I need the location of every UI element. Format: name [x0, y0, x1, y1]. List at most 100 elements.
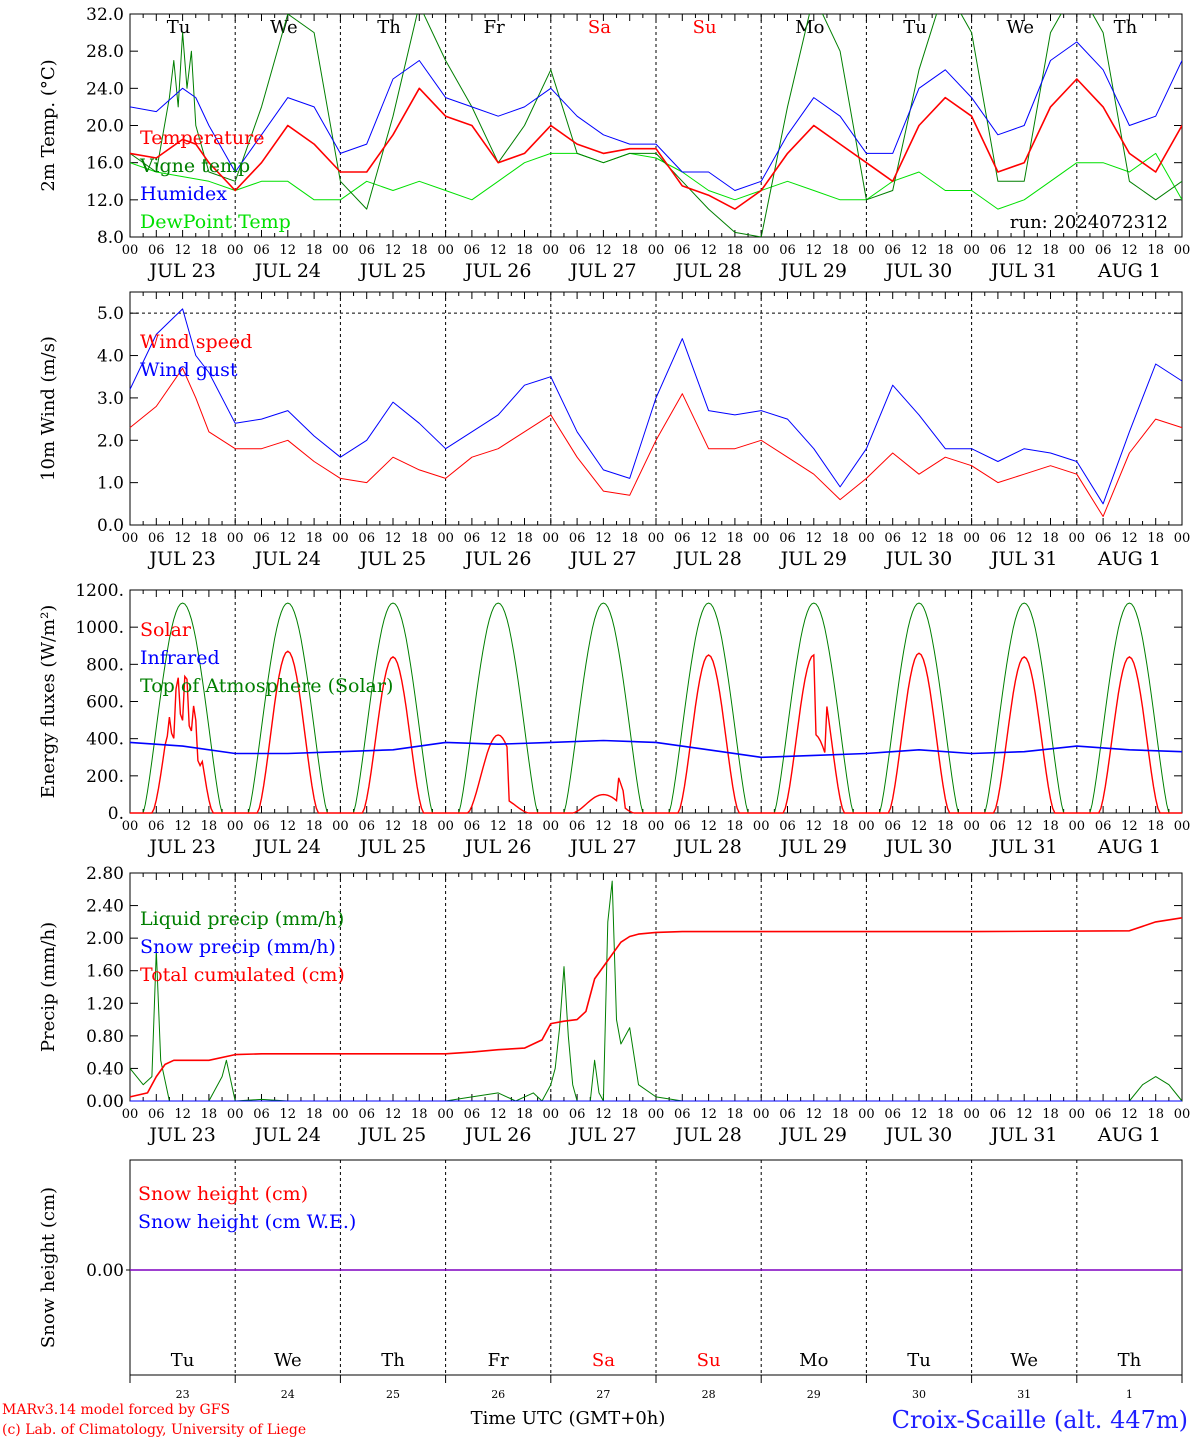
y-tick-label: 1.20: [86, 994, 124, 1014]
date-label: JUL 24: [253, 260, 321, 282]
hour-tick-label: 12: [806, 1107, 823, 1122]
y-tick-label: 0.00: [86, 1261, 124, 1281]
y-tick-label: 2.0: [97, 431, 124, 451]
hour-tick-label: 00: [753, 819, 770, 834]
date-label: JUL 26: [463, 1124, 531, 1146]
hour-tick-label: 06: [358, 531, 375, 546]
y-tick-label: 1200.: [75, 581, 124, 601]
series-line-temperature: [130, 78, 1182, 210]
hour-tick-label: 06: [253, 531, 270, 546]
date-label: JUL 31: [989, 260, 1057, 282]
hour-tick-label: 18: [621, 243, 638, 258]
hour-tick-label: 00: [332, 243, 349, 258]
hour-tick-label: 18: [937, 1107, 954, 1122]
hour-tick-label: 06: [674, 243, 691, 258]
hour-tick-label: 00: [1069, 819, 1086, 834]
hour-tick-label: 18: [1147, 819, 1164, 834]
hour-tick-label: 06: [464, 531, 481, 546]
date-label: JUL 28: [673, 836, 741, 858]
hour-tick-label: 18: [411, 819, 428, 834]
legend-entry: Snow precip (mm/h): [140, 936, 336, 958]
day-name-label: Tu: [903, 17, 927, 38]
hour-tick-label: 00: [1069, 243, 1086, 258]
hour-tick-label: 00: [543, 531, 560, 546]
date-label: JUL 27: [568, 260, 636, 282]
series-line-vigne-temp: [130, 14, 1182, 237]
hour-tick-label: 00: [963, 819, 980, 834]
y-tick-label: 8.0: [97, 228, 124, 248]
hour-tick-label: 12: [490, 243, 507, 258]
date-label: JUL 26: [463, 836, 531, 858]
hour-tick-label: 00: [437, 531, 454, 546]
date-label: AUG 1: [1097, 260, 1161, 282]
y-tick-label: 800.: [86, 655, 124, 675]
hour-tick-label: 18: [201, 531, 218, 546]
hour-tick-label: 00: [1174, 1107, 1191, 1122]
day-name-label: Mo: [799, 1350, 828, 1371]
series-line-dewpoint-temp: [130, 152, 1182, 210]
y-tick-label: 0.40: [86, 1059, 124, 1079]
hour-tick-label: 00: [858, 243, 875, 258]
hour-tick-label: 18: [1147, 1107, 1164, 1122]
date-label: AUG 1: [1097, 548, 1161, 570]
panel-snow: Tu 23 We 24 Th 25 Fr 26 Sa 27 Su 28 Mo 29 Tu 30 We 31 Th 1 S…: [38, 1159, 1183, 1401]
hour-tick-label: 18: [201, 1107, 218, 1122]
hour-tick-label: 00: [1174, 819, 1191, 834]
date-label: JUL 26: [463, 260, 531, 282]
hour-tick-label: 12: [700, 1107, 717, 1122]
hour-tick-label: 18: [832, 819, 849, 834]
legend-entry: Top of Atmosphere (Solar): [140, 675, 393, 697]
y-tick-label: 0.00: [86, 1092, 124, 1112]
hour-tick-label: 18: [937, 531, 954, 546]
hour-tick-label: 06: [253, 1107, 270, 1122]
legend-entry: DewPoint Temp: [140, 211, 291, 233]
legend-entry: Solar: [140, 619, 192, 641]
hour-tick-label: 06: [569, 243, 586, 258]
y-axis-label: Precip (mm/h): [38, 922, 59, 1052]
hour-tick-label: 12: [911, 243, 928, 258]
day-number-label: 24: [281, 1388, 295, 1401]
hour-tick-label: 00: [858, 819, 875, 834]
date-label: JUL 23: [147, 1124, 215, 1146]
day-number-label: 29: [807, 1388, 821, 1401]
y-tick-label: 1.0: [97, 474, 124, 494]
hour-tick-label: 18: [727, 243, 744, 258]
hour-tick-label: 00: [648, 243, 665, 258]
y-tick-label: 5.0: [97, 304, 124, 324]
legend-entry: Wind speed: [140, 331, 252, 353]
hour-tick-label: 06: [779, 819, 796, 834]
station-name: Croix-Scaille (alt. 447m): [892, 1406, 1188, 1434]
day-number-label: 30: [912, 1388, 926, 1401]
y-tick-label: 32.0: [86, 5, 124, 25]
legend-entry: Snow height (cm W.E.): [138, 1211, 356, 1233]
hour-tick-label: 00: [963, 531, 980, 546]
run-label: run: 2024072312: [1010, 212, 1168, 233]
hour-tick-label: 12: [806, 243, 823, 258]
hour-tick-label: 00: [1069, 531, 1086, 546]
date-label: JUL 23: [147, 260, 215, 282]
day-name-label: Th: [381, 1350, 405, 1371]
legend-entry: Total cumulated (cm): [140, 964, 345, 986]
y-tick-label: 0.: [108, 804, 124, 824]
hour-tick-label: 12: [806, 531, 823, 546]
hour-tick-label: 12: [806, 819, 823, 834]
panel-temp: 00 06 12 18 JUL 23 00 06 12 18 JUL 24 00 06 12 18 JUL …: [38, 5, 1190, 282]
hour-tick-label: 00: [437, 1107, 454, 1122]
hour-tick-label: 06: [884, 1107, 901, 1122]
legend-entry: Vigne temp: [139, 155, 250, 177]
date-label: AUG 1: [1097, 836, 1161, 858]
hour-tick-label: 00: [858, 1107, 875, 1122]
date-label: JUL 27: [568, 836, 636, 858]
hour-tick-label: 00: [122, 243, 139, 258]
hour-tick-label: 00: [858, 531, 875, 546]
hour-tick-label: 06: [674, 1107, 691, 1122]
date-label: JUL 28: [673, 260, 741, 282]
hour-tick-label: 06: [1095, 531, 1112, 546]
hour-tick-label: 18: [516, 1107, 533, 1122]
y-tick-label: 24.0: [86, 79, 124, 99]
hour-tick-label: 00: [753, 1107, 770, 1122]
hour-tick-label: 00: [227, 531, 244, 546]
date-label: JUL 31: [989, 548, 1057, 570]
y-axis-label: Energy fluxes (W/m²): [38, 605, 59, 799]
day-number-label: 27: [596, 1388, 610, 1401]
